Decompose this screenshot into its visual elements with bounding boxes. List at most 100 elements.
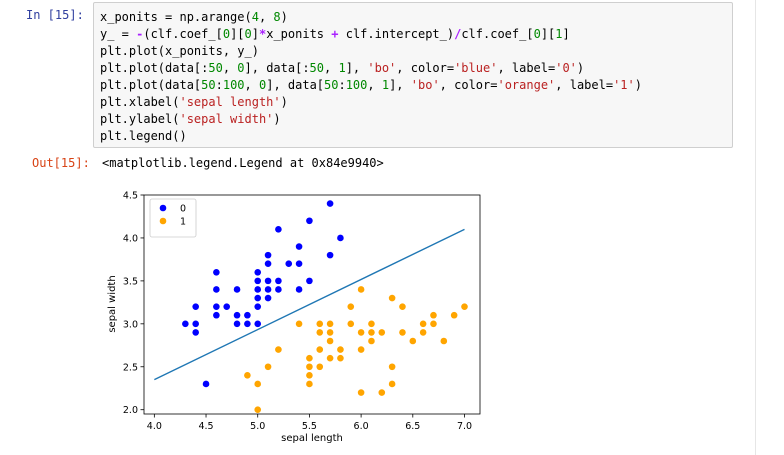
x-tick-label: 4.5 — [198, 421, 213, 432]
data-point-class-1 — [357, 346, 365, 353]
legend-marker — [159, 217, 167, 225]
scrollbar-divider — [755, 0, 756, 455]
data-point-class-0 — [264, 251, 272, 259]
data-point-class-0 — [254, 303, 262, 310]
data-point-class-1 — [419, 320, 427, 328]
data-point-class-0 — [306, 277, 313, 285]
y-tick-label: 3.5 — [123, 276, 138, 287]
data-point-class-0 — [254, 268, 262, 276]
code-token: 1 — [338, 61, 346, 75]
data-point-class-1 — [368, 329, 375, 336]
data-point-class-1 — [461, 303, 468, 310]
data-point-class-0 — [223, 303, 231, 310]
code-token: '0' — [555, 61, 577, 75]
data-point-class-1 — [326, 320, 334, 328]
code-token: plt.ylabel( — [100, 112, 180, 126]
data-point-class-1 — [316, 320, 324, 328]
code-token: , — [244, 78, 259, 92]
code-token: ) — [280, 95, 288, 109]
data-point-class-0 — [295, 260, 303, 268]
data-point-class-0 — [337, 234, 344, 242]
data-point-class-1 — [295, 320, 303, 328]
code-token: clf.intercept_) — [338, 27, 455, 41]
code-token: ], data[ — [266, 78, 325, 92]
data-point-class-1 — [409, 337, 417, 345]
data-point-class-0 — [264, 286, 272, 293]
code-token: 0 — [258, 78, 267, 92]
data-point-class-0 — [306, 217, 313, 225]
code-token: ) — [634, 78, 642, 92]
data-point-class-1 — [326, 337, 334, 345]
data-point-class-1 — [316, 363, 324, 371]
code-token: (clf.coef_[ — [143, 27, 223, 41]
data-point-class-0 — [326, 251, 334, 259]
code-token: , — [367, 78, 382, 92]
data-point-class-1 — [368, 320, 375, 328]
data-point-class-0 — [295, 243, 303, 250]
code-token: 1 — [381, 78, 390, 92]
y-tick-label: 3.0 — [123, 319, 138, 330]
code-line: plt.plot(data[50:100, 0], data[50:100, 1… — [100, 77, 726, 94]
code-token: plt.plot(data[ — [100, 78, 202, 92]
data-point-class-1 — [264, 363, 272, 371]
code-token: x_ponits — [266, 27, 332, 41]
data-point-class-0 — [233, 286, 241, 293]
code-token: 50 — [201, 78, 216, 92]
data-point-class-1 — [419, 329, 427, 336]
data-point-class-0 — [213, 311, 220, 319]
code-token: , color= — [396, 61, 455, 75]
data-point-class-1 — [357, 389, 365, 396]
data-point-class-0 — [275, 226, 282, 233]
y-tick-label: 4.5 — [123, 191, 138, 202]
y-axis-label: sepal width — [107, 275, 118, 332]
data-point-class-1 — [388, 294, 396, 302]
data-point-class-0 — [254, 320, 262, 328]
data-point-class-1 — [399, 329, 406, 336]
code-token: clf.coef_[ — [461, 27, 534, 41]
code-token: ) — [280, 10, 288, 24]
code-token: 50 — [309, 61, 324, 75]
data-point-class-0 — [254, 286, 262, 293]
code-line: plt.legend() — [100, 128, 726, 145]
data-point-class-0 — [244, 320, 251, 328]
data-point-class-0 — [264, 260, 272, 268]
data-point-class-0 — [254, 277, 262, 285]
code-token: 100 — [345, 78, 368, 92]
data-point-class-1 — [388, 363, 396, 371]
data-point-class-1 — [368, 337, 375, 345]
code-token: * — [259, 27, 267, 41]
code-token: 'blue' — [454, 61, 498, 75]
code-token: 4 — [251, 10, 259, 24]
code-cell-editor[interactable]: x_ponits = np.arange(4, 8) y_ = -(clf.coe… — [93, 2, 733, 148]
data-point-class-0 — [264, 294, 272, 302]
code-token: plt.legend() — [100, 129, 187, 143]
code-token: ], — [345, 61, 368, 75]
chart-legend: 01 — [149, 198, 197, 238]
x-tick-label: 7.0 — [457, 421, 472, 432]
data-point-class-1 — [378, 329, 386, 336]
output-prompt: Out[15]: — [32, 156, 90, 170]
x-tick-label: 4.0 — [147, 421, 162, 432]
data-point-class-0 — [192, 303, 199, 310]
data-point-class-1 — [306, 363, 313, 371]
y-tick-label: 2.0 — [123, 405, 138, 416]
code-token: 'sepal length' — [179, 95, 281, 109]
code-token: 0 — [244, 27, 252, 41]
code-token: , — [324, 61, 339, 75]
data-point-class-0 — [295, 286, 303, 293]
data-point-class-0 — [275, 277, 282, 285]
data-point-class-1 — [306, 354, 313, 362]
code-token: - — [136, 27, 144, 41]
data-point-class-1 — [357, 329, 365, 336]
code-token: 50 — [324, 78, 339, 92]
code-token: 'bo' — [367, 61, 397, 75]
code-token: , — [222, 61, 238, 75]
data-point-class-1 — [337, 354, 344, 362]
legend-label: 1 — [180, 217, 186, 228]
code-token: 'orange' — [497, 78, 556, 92]
data-point-class-1 — [399, 303, 406, 310]
data-point-class-1 — [316, 346, 324, 353]
data-point-class-1 — [347, 303, 355, 310]
code-token: , color= — [439, 78, 498, 92]
data-point-class-0 — [192, 329, 199, 336]
